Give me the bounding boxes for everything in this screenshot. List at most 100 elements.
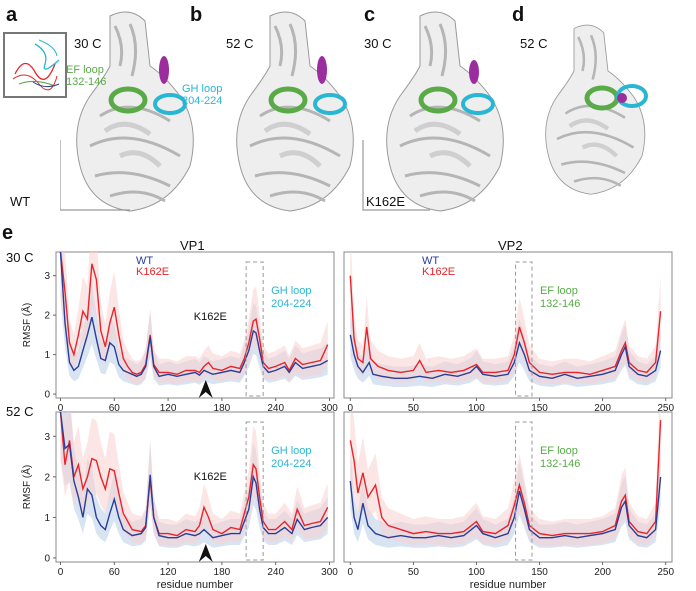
y-tick-label: 2 xyxy=(44,472,50,483)
variant-label-wt: WT xyxy=(10,194,31,209)
x-tick-label: 180 xyxy=(214,567,231,578)
x-tick-label: 100 xyxy=(468,567,485,578)
loops-c xyxy=(418,60,495,115)
x-tick-label: 300 xyxy=(321,567,338,578)
x-tick-label: 120 xyxy=(160,567,177,578)
temp-label-b: 52 C xyxy=(226,36,254,51)
line-k162e xyxy=(349,420,662,537)
x-tick-label: 50 xyxy=(408,567,420,578)
bracket-a xyxy=(60,140,130,211)
gh-loop-range: 204-224 xyxy=(182,95,223,107)
x-tick-label: 240 xyxy=(267,403,284,414)
y-tick-label: 0 xyxy=(44,553,50,564)
x-tick-label: 250 xyxy=(657,567,674,578)
col-title-vp1: VP1 xyxy=(180,238,205,253)
x-tick-label: 300 xyxy=(321,403,338,414)
gh-loop-name: GH loop xyxy=(182,83,223,95)
loop-box xyxy=(515,421,533,561)
x-tick-label: 60 xyxy=(109,567,121,578)
k162e-arrow xyxy=(198,544,213,562)
loop-box-label: GH loop xyxy=(271,445,311,457)
x-tick-label: 0 xyxy=(348,567,354,578)
x-tick-label: 240 xyxy=(267,567,284,578)
x-tick-label: 250 xyxy=(657,403,674,414)
loop-box-label: EF loop xyxy=(540,445,578,457)
line-wt xyxy=(59,412,329,539)
x-tick-label: 180 xyxy=(214,403,231,414)
temp-label-d: 52 C xyxy=(520,36,548,51)
x-tick-label: 100 xyxy=(468,403,485,414)
loop-box-label: GH loop xyxy=(271,285,311,297)
loop-box-range: 204-224 xyxy=(271,298,311,310)
loop-box-range: 204-224 xyxy=(271,458,311,470)
x-tick-label: 60 xyxy=(109,403,121,414)
plot-area xyxy=(59,412,329,548)
plot-area xyxy=(59,252,329,386)
y-tick-label: 3 xyxy=(44,432,50,443)
band-k162e xyxy=(350,252,661,385)
loop-box xyxy=(245,421,264,561)
plot-area xyxy=(349,252,662,387)
legend-wt: WT xyxy=(136,255,153,267)
y-axis-label: RMSF (Å) xyxy=(20,465,33,509)
line-k162e xyxy=(349,275,662,376)
plot-area xyxy=(349,412,662,548)
y-tick-label: 3 xyxy=(44,271,50,282)
x-tick-label: 150 xyxy=(531,567,548,578)
x-tick-label: 120 xyxy=(160,403,177,414)
x-tick-label: 150 xyxy=(531,403,548,414)
gh-loop-label: GH loop 204-224 xyxy=(182,83,222,107)
x-tick-label: 0 xyxy=(58,567,64,578)
x-axis-label: residue number xyxy=(157,579,234,591)
line-k162e xyxy=(59,412,329,537)
loops-a xyxy=(108,56,187,115)
inset-ribbons xyxy=(12,39,60,91)
loop-box-range: 132-146 xyxy=(540,298,580,310)
line-k162e xyxy=(59,252,329,376)
legend-k162e: K162E xyxy=(136,266,169,278)
annotation-label: K162E xyxy=(194,471,227,483)
annotation-label: K162E xyxy=(194,311,227,323)
inset-thumbnail xyxy=(3,32,67,98)
line-wt xyxy=(59,252,329,378)
loops-b xyxy=(268,56,347,115)
ef-loop-label: EF loop 132-146 xyxy=(66,64,106,88)
loop-box-label: EF loop xyxy=(540,285,578,297)
y-tick-label: 0 xyxy=(44,390,50,401)
variant-label-k162e: K162E xyxy=(366,194,406,209)
panel-letter-a: a xyxy=(6,4,18,26)
y-axis-label: RMSF (Å) xyxy=(20,303,33,347)
row-label-30c: 30 C xyxy=(6,250,34,265)
loop-box xyxy=(245,261,264,397)
row-label-52c: 52 C xyxy=(6,404,34,419)
x-tick-label: 200 xyxy=(594,567,611,578)
x-axis-label: residue number xyxy=(470,579,547,591)
ef-loop-name: EF loop xyxy=(66,64,104,76)
panel-letter-d: d xyxy=(512,4,525,26)
structure-renderings xyxy=(60,0,648,222)
x-tick-label: 200 xyxy=(594,403,611,414)
y-tick-label: 2 xyxy=(44,311,50,322)
line-wt xyxy=(349,476,662,539)
panel-letter-c: c xyxy=(364,4,376,26)
loops-d xyxy=(584,84,648,111)
k162e-arrow xyxy=(198,380,213,398)
y-tick-label: 1 xyxy=(44,350,50,361)
loop-box-range: 132-146 xyxy=(540,458,580,470)
band-k162e xyxy=(350,412,661,547)
x-tick-label: 0 xyxy=(58,403,64,414)
panel-letter-b: b xyxy=(190,4,203,26)
ef-loop-range: 132-146 xyxy=(66,76,107,88)
temp-label-c: 30 C xyxy=(364,36,392,51)
temp-label-a: 30 C xyxy=(74,36,102,51)
panel-letter-e: e xyxy=(2,222,14,244)
legend-k162e: K162E xyxy=(422,266,455,278)
x-tick-label: 50 xyxy=(408,403,420,414)
loop-box xyxy=(515,261,533,397)
x-tick-label: 0 xyxy=(348,403,354,414)
